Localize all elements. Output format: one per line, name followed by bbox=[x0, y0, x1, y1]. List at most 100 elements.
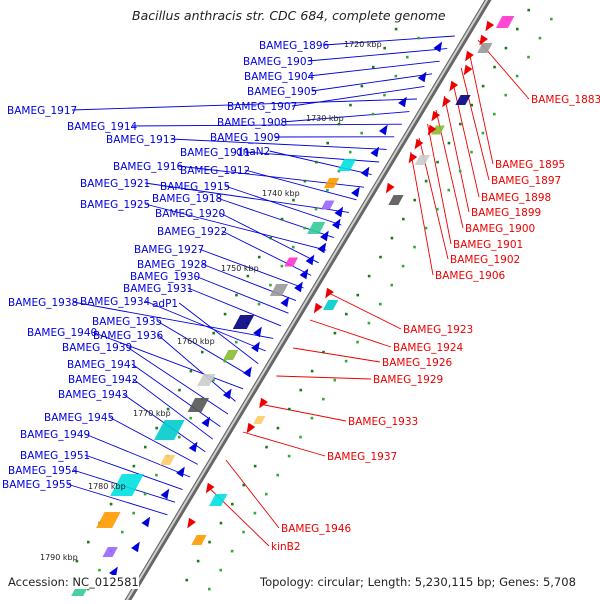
forward-gene-label: BAMEG_1914 bbox=[67, 121, 138, 133]
kbp-label: 1760 kbp bbox=[177, 337, 215, 346]
forward-gene-label: dnaN2 bbox=[236, 146, 270, 158]
forward-gene-label: BAMEG_1913 bbox=[106, 134, 176, 146]
tick-dot bbox=[459, 123, 462, 126]
tick-dot bbox=[219, 569, 222, 572]
forward-gene-label: BAMEG_1907 bbox=[227, 101, 297, 113]
forward-gene-label: BAMEG_1951 bbox=[20, 450, 90, 462]
feature-block bbox=[270, 284, 288, 296]
tick-dot bbox=[425, 180, 428, 183]
forward-gene-label: BAMEG_1921 bbox=[80, 178, 150, 190]
forward-gene-label: BAMEG_1925 bbox=[80, 199, 150, 211]
kbp-label: 1730 kbp bbox=[306, 114, 344, 123]
tick-dot bbox=[231, 550, 234, 553]
reverse-gene-label: BAMEG_1923 bbox=[403, 324, 473, 336]
reverse-gene-label: BAMEG_1901 bbox=[453, 239, 523, 251]
reverse-gene-label: BAMEG_1906 bbox=[435, 270, 506, 282]
forward-gene-arrow bbox=[318, 240, 330, 253]
reverse-gene-connector bbox=[260, 404, 346, 421]
forward-gene-label: BAMEG_1903 bbox=[243, 56, 313, 68]
reverse-gene-connector bbox=[226, 460, 279, 528]
map-title: Bacillus anthracis str. CDC 684, complet… bbox=[130, 8, 448, 23]
feature-block bbox=[284, 258, 298, 267]
reverse-gene-arrow bbox=[411, 139, 423, 152]
tick-dot bbox=[87, 541, 90, 544]
feature-block bbox=[191, 535, 206, 545]
tick-dot bbox=[315, 208, 318, 211]
tick-dot bbox=[197, 560, 200, 563]
tick-dot bbox=[265, 446, 268, 449]
tick-dot bbox=[242, 531, 245, 534]
forward-gene-label: BAMEG_1945 bbox=[44, 412, 114, 424]
reverse-gene-connector bbox=[276, 376, 371, 379]
forward-gene-arrow bbox=[370, 144, 382, 157]
forward-gene-arrow bbox=[398, 94, 410, 107]
tick-dot bbox=[402, 218, 405, 221]
tick-dot bbox=[189, 417, 192, 420]
tick-dot bbox=[155, 474, 158, 477]
reverse-gene-connector bbox=[293, 348, 380, 362]
reverse-gene-label: BAMEG_1924 bbox=[393, 342, 464, 354]
tick-dot bbox=[447, 189, 450, 192]
tick-dot bbox=[144, 446, 147, 449]
forward-gene-label: BAMEG_1896 bbox=[259, 40, 330, 52]
feature-block bbox=[96, 512, 121, 528]
forward-gene-arrow bbox=[320, 228, 332, 241]
tick-dot bbox=[201, 351, 204, 354]
tick-dot bbox=[299, 389, 302, 392]
tick-dot bbox=[144, 493, 147, 496]
tick-dot bbox=[527, 56, 530, 59]
tick-dot bbox=[379, 303, 382, 306]
reverse-gene-connector bbox=[310, 320, 391, 347]
tick-dot bbox=[269, 284, 272, 287]
kbp-label: 1740 kbp bbox=[262, 189, 300, 198]
tick-dot bbox=[368, 322, 371, 325]
tick-dot bbox=[360, 132, 363, 135]
tick-dot bbox=[361, 85, 364, 88]
reverse-gene-connector bbox=[444, 96, 469, 212]
tick-dot bbox=[539, 37, 542, 40]
tick-dot bbox=[299, 436, 302, 439]
forward-gene-label: BAMEG_1931 bbox=[123, 283, 193, 295]
forward-gene-label: BAMEG_1909 bbox=[210, 132, 280, 144]
tick-dot bbox=[425, 227, 428, 230]
tick-dot bbox=[304, 180, 307, 183]
tick-dot bbox=[349, 151, 352, 154]
reverse-gene-connector bbox=[411, 152, 433, 275]
forward-gene-label: BAMEG_1936 bbox=[93, 330, 164, 342]
tick-dot bbox=[185, 579, 188, 582]
reverse-gene-label: BAMEG_1899 bbox=[471, 207, 541, 219]
forward-gene-label: BAMEG_1904 bbox=[244, 71, 315, 83]
reverse-gene-label: BAMEG_1900 bbox=[465, 223, 535, 235]
tick-dot bbox=[459, 170, 462, 173]
feature-block bbox=[103, 547, 118, 557]
tick-dot bbox=[372, 66, 375, 69]
tick-dot bbox=[235, 294, 238, 297]
tick-dot bbox=[338, 123, 341, 126]
tick-dot bbox=[383, 94, 386, 97]
forward-gene-label: BAMEG_1915 bbox=[160, 181, 230, 193]
reverse-gene-arrow bbox=[482, 21, 494, 34]
tick-dot bbox=[482, 85, 485, 88]
forward-gene-label: BAMEG_1941 bbox=[67, 359, 137, 371]
forward-gene-label: BAMEG_1934 bbox=[80, 296, 151, 308]
reverse-gene-label: BAMEG_1933 bbox=[348, 416, 418, 428]
tick-dot bbox=[417, 37, 420, 40]
tick-dot bbox=[258, 256, 261, 259]
feature-block bbox=[307, 222, 325, 234]
reverse-gene-label: BAMEG_1946 bbox=[281, 523, 352, 535]
tick-dot bbox=[132, 512, 135, 515]
forward-gene-label: BAMEG_1912 bbox=[180, 165, 250, 177]
tick-dot bbox=[254, 512, 257, 515]
reverse-gene-arrow bbox=[256, 398, 268, 411]
tick-dot bbox=[247, 275, 250, 278]
forward-gene-arrow bbox=[131, 539, 143, 552]
tick-dot bbox=[527, 9, 530, 12]
tick-dot bbox=[379, 256, 382, 259]
feature-block bbox=[233, 315, 254, 329]
tick-dot bbox=[413, 246, 416, 249]
tick-dot bbox=[356, 341, 359, 344]
forward-gene-label: BAMEG_1939 bbox=[62, 342, 132, 354]
tick-dot bbox=[395, 75, 398, 78]
tick-dot bbox=[493, 66, 496, 69]
feature-block bbox=[323, 300, 338, 310]
